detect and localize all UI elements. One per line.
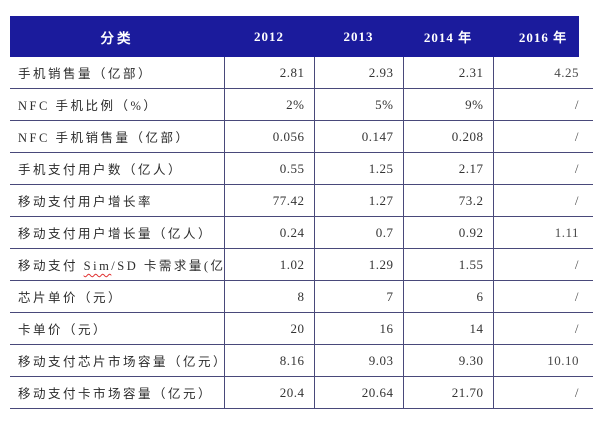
cell-value: 2.81 <box>223 57 314 89</box>
cell-value: / <box>492 312 593 345</box>
cell-value: / <box>492 280 593 313</box>
table-row-phone-sales: 手机销售量（亿部） 2.81 2.93 2.31 4.25 <box>10 57 593 89</box>
cell-value: 0.208 <box>402 120 493 153</box>
row-label: 卡单价（元） <box>10 312 224 345</box>
table-row-nfc-phone-ratio: NFC 手机比例（%） 2% 5% 9% / <box>10 88 593 121</box>
cell-value: 0.24 <box>223 216 314 249</box>
cell-value: / <box>492 152 593 185</box>
row-label: 芯片单价（元） <box>10 280 224 313</box>
cell-value: 1.55 <box>402 248 493 281</box>
cell-value: 4.25 <box>492 57 593 89</box>
label-suffix: /SD 卡需求量(亿张) <box>111 259 224 273</box>
table-header-row: 分类 2012 2013 2014 年 2016 年 <box>10 16 593 57</box>
table-row-user-growth-rate: 移动支付用户增长率 77.42 1.27 73.2 / <box>10 184 593 217</box>
label-prefix: 移动支付 <box>18 259 84 273</box>
cell-value: 1.02 <box>223 248 314 281</box>
row-label: 移动支付 Sim/SD 卡需求量(亿张) <box>10 248 224 281</box>
row-label: 移动支付卡市场容量（亿元） <box>10 376 224 409</box>
header-2012: 2012 <box>224 16 314 57</box>
cell-value: 20 <box>223 312 314 345</box>
cell-value: 8 <box>223 280 314 313</box>
cell-value: 16 <box>313 312 403 345</box>
cell-value: 2.31 <box>402 57 493 89</box>
cell-value: 1.27 <box>313 184 403 217</box>
header-category: 分类 <box>10 16 224 57</box>
cell-value: / <box>492 184 593 217</box>
cell-value: 5% <box>313 88 403 121</box>
cell-value: 7 <box>313 280 403 313</box>
row-label: NFC 手机比例（%） <box>10 88 224 121</box>
table-row-payment-users: 手机支付用户数（亿人） 0.55 1.25 2.17 / <box>10 152 593 185</box>
cell-value: 9% <box>402 88 493 121</box>
cell-value: 0.55 <box>223 152 314 185</box>
table-row-card-market-size: 移动支付卡市场容量（亿元） 20.4 20.64 21.70 / <box>10 376 593 409</box>
cell-value: 2.17 <box>402 152 493 185</box>
label-spellcheck-word: Sim <box>83 259 112 273</box>
header-2013: 2013 <box>314 16 403 57</box>
cell-value: 6 <box>402 280 493 313</box>
cell-value: 2.93 <box>313 57 403 89</box>
cell-value: 0.056 <box>223 120 314 153</box>
row-label: 手机支付用户数（亿人） <box>10 152 224 185</box>
cell-value: 73.2 <box>402 184 493 217</box>
table-row-chip-price: 芯片单价（元） 8 7 6 / <box>10 280 593 313</box>
cell-value: 20.4 <box>223 376 314 409</box>
row-label: 移动支付用户增长率 <box>10 184 224 217</box>
cell-value: 14 <box>402 312 493 345</box>
cell-value: 1.25 <box>313 152 403 185</box>
cell-value: 1.11 <box>492 216 593 249</box>
cell-value: 1.29 <box>313 248 403 281</box>
cell-value: 20.64 <box>313 376 403 409</box>
table-row-chip-market-size: 移动支付芯片市场容量（亿元） 8.16 9.03 9.30 10.10 <box>10 344 593 377</box>
cell-value: 21.70 <box>402 376 493 409</box>
cell-value: 77.42 <box>223 184 314 217</box>
cell-value: / <box>492 88 593 121</box>
cell-value: 0.147 <box>313 120 403 153</box>
cell-value: / <box>492 120 593 153</box>
cell-value: 8.16 <box>223 344 314 377</box>
cell-value: / <box>492 248 593 281</box>
header-2014: 2014 年 <box>403 16 493 57</box>
cell-value: 9.30 <box>402 344 493 377</box>
table-row-card-price: 卡单价（元） 20 16 14 / <box>10 312 593 345</box>
table-row-user-growth-amount: 移动支付用户增长量（亿人） 0.24 0.7 0.92 1.11 <box>10 216 593 249</box>
cell-value: 10.10 <box>492 344 593 377</box>
cell-value: 0.7 <box>313 216 403 249</box>
row-label: 手机销售量（亿部） <box>10 57 224 89</box>
cell-value: 0.92 <box>402 216 493 249</box>
row-label: 移动支付用户增长量（亿人） <box>10 216 224 249</box>
row-label: 移动支付芯片市场容量（亿元） <box>10 344 224 377</box>
cell-value: 2% <box>223 88 314 121</box>
mobile-payment-table: 分类 2012 2013 2014 年 2016 年 手机销售量（亿部） 2.8… <box>10 16 593 409</box>
header-2016: 2016 年 <box>493 16 593 57</box>
table-row-sim-sd-demand: 移动支付 Sim/SD 卡需求量(亿张) 1.02 1.29 1.55 / <box>10 248 593 281</box>
row-label: NFC 手机销售量（亿部） <box>10 120 224 153</box>
cell-value: 9.03 <box>313 344 403 377</box>
table-row-nfc-phone-sales: NFC 手机销售量（亿部） 0.056 0.147 0.208 / <box>10 120 593 153</box>
cell-value: / <box>492 376 593 409</box>
